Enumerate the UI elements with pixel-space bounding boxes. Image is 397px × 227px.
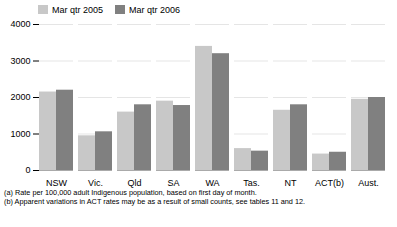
- html-text:Mar qtr 2006: Mar qtr 2006: [129, 4, 181, 15]
- svg-text:2000: 2000: [10, 92, 30, 102]
- svg-text:SA: SA: [167, 178, 179, 188]
- html-text:Mar qtr 2005: Mar qtr 2005: [52, 4, 103, 15]
- svg-text:NT: NT: [285, 178, 297, 188]
- svg-text:3000: 3000: [10, 56, 30, 66]
- svg-text:4000: 4000: [10, 19, 30, 29]
- svg-text:Qld: Qld: [127, 178, 141, 188]
- svg-text:Aust.: Aust.: [358, 178, 379, 188]
- svg-text:Vic.: Vic.: [88, 178, 103, 188]
- svg-text:Tas.: Tas.: [243, 178, 260, 188]
- html-text:(a) Rate per 100,000 adult Ind: (a) Rate per 100,000 adult Indigenous po…: [4, 188, 257, 197]
- svg-text:ACT(b): ACT(b): [315, 178, 344, 188]
- svg-text:0: 0: [25, 165, 30, 175]
- svg-text:1000: 1000: [10, 129, 30, 139]
- svg-text:NSW: NSW: [46, 178, 68, 188]
- svg-text:WA: WA: [205, 178, 219, 188]
- html-text:(b) Apparent variations in ACT: (b) Apparent variations in ACT rates may…: [4, 197, 306, 206]
